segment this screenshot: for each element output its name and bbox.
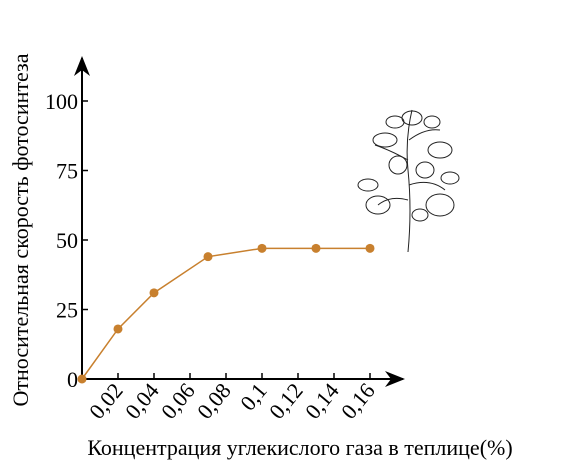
x-tick-label: 0,16: [336, 378, 380, 424]
data-line: [81, 247, 370, 380]
y-tick-label: 50: [56, 228, 78, 253]
x-tick-label: 0,02: [84, 378, 128, 424]
y-axis-label: Относительная скорость фотосинтеза: [8, 53, 33, 406]
x-tick-label: 0,08: [192, 378, 236, 424]
data-point: [311, 243, 321, 253]
data-point: [149, 288, 159, 298]
data-point: [203, 252, 213, 262]
y-tick-label: 25: [56, 298, 78, 323]
data-point: [365, 243, 375, 253]
y-tick-label: 100: [45, 89, 78, 114]
y-tick-label: 0: [67, 367, 78, 392]
x-tick-label: 0,14: [300, 378, 344, 424]
x-tick-label: 0,04: [120, 378, 164, 424]
data-point: [77, 374, 87, 384]
x-tick-label: 0,06: [156, 378, 200, 424]
plant-illustration: [357, 109, 460, 253]
x-tick-label: 0,12: [264, 378, 308, 424]
data-point: [257, 243, 267, 253]
data-point: [113, 324, 123, 334]
x-axis-label: Концентрация углекислого газа в теплице(…: [87, 435, 512, 460]
y-tick-label: 75: [56, 159, 78, 184]
